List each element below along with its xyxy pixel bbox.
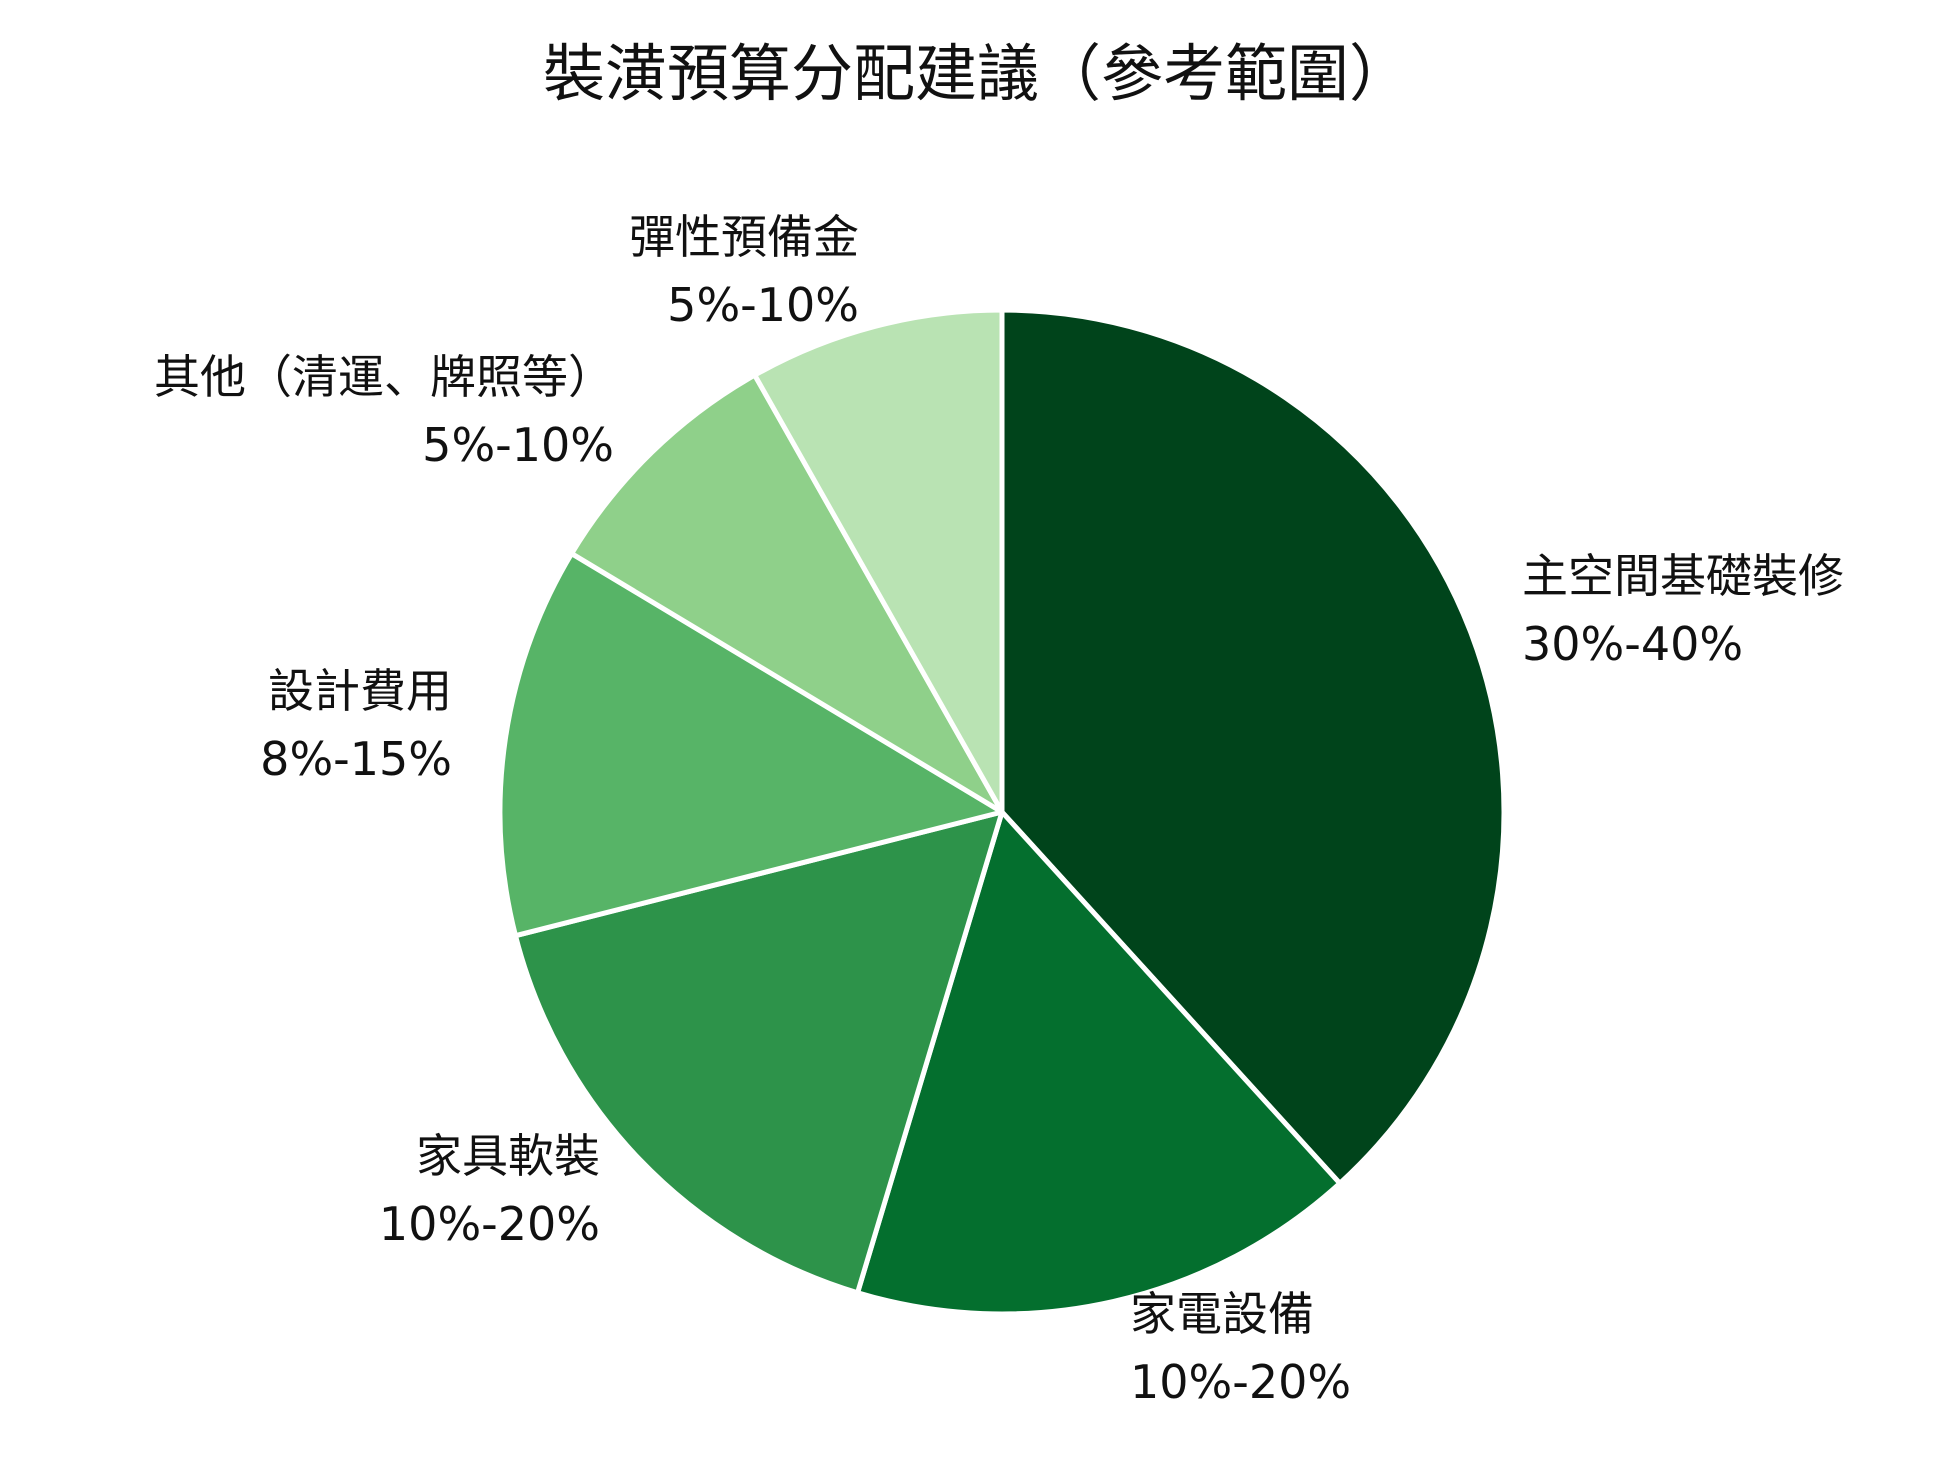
slice-label-name-4: 設計費用 [268, 664, 452, 718]
pie-slice-2 [855, 809, 1343, 1317]
chart-title: 裝潢預算分配建議（參考範圍） [543, 37, 1411, 110]
slice-label-name-5: 其他（清運、牌照等） [154, 350, 614, 404]
slice-label-range-4: 8%-15% [260, 732, 452, 786]
slice-labels: 主空間基礎裝修 30%-40% 家電設備 10%-20% 家具軟裝 10%-20% 設計費用… [154, 210, 1844, 1409]
slice-label-range-1: 30%-40% [1522, 617, 1743, 671]
pie-slices [497, 307, 1507, 1317]
pie-slice-3 [512, 809, 1005, 1296]
slice-label-name-6: 彈性預備金 [629, 210, 859, 264]
slice-label-range-2: 10%-20% [1130, 1355, 1351, 1409]
slice-label-name-3: 家具軟裝 [416, 1129, 600, 1183]
slice-label-name-2: 家電設備 [1130, 1287, 1314, 1341]
pie-slice-6 [752, 307, 1005, 815]
slice-label-range-3: 10%-20% [379, 1197, 600, 1251]
slice-label-range-5: 5%-10% [422, 418, 614, 472]
slice-label-name-1: 主空間基礎裝修 [1522, 549, 1844, 603]
slice-label-range-6: 5%-10% [667, 278, 859, 332]
pie-slice-1 [999, 307, 1507, 1186]
pie-slice-5 [569, 372, 1005, 815]
pie-slice-4 [497, 551, 1005, 939]
